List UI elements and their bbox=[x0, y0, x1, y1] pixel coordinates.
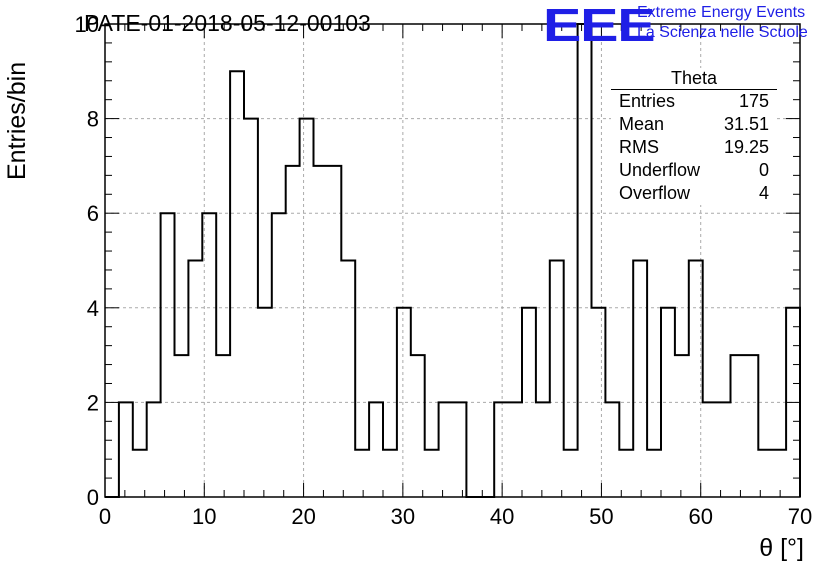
grid-lines bbox=[105, 24, 800, 497]
stats-title: Theta bbox=[611, 68, 777, 90]
histogram-bin bbox=[188, 261, 202, 498]
y-tick-label: 6 bbox=[87, 201, 99, 226]
histogram-bin bbox=[772, 450, 786, 497]
histogram-bin bbox=[647, 450, 661, 497]
histogram-bin bbox=[703, 402, 717, 497]
stats-value: 31.51 bbox=[723, 114, 769, 134]
y-tick-label: 2 bbox=[87, 390, 99, 415]
histogram-bin bbox=[689, 261, 703, 498]
x-tick-label: 30 bbox=[391, 504, 415, 529]
histogram-bin bbox=[314, 166, 328, 497]
histogram-bin bbox=[578, 24, 592, 497]
histogram-bin bbox=[286, 166, 300, 497]
histogram-bin bbox=[383, 450, 397, 497]
histogram-bin bbox=[341, 261, 355, 498]
histogram-bin bbox=[675, 355, 689, 497]
stats-label: Mean bbox=[619, 114, 665, 134]
histogram-series bbox=[105, 23, 801, 498]
histogram-bin bbox=[439, 402, 453, 497]
histogram-bin bbox=[327, 166, 341, 497]
histogram-bin bbox=[411, 355, 425, 497]
x-tick-label: 70 bbox=[788, 504, 812, 529]
stats-row-overflow: Overflow 4 bbox=[611, 182, 777, 205]
histogram-bin bbox=[592, 308, 606, 497]
histogram-bin bbox=[508, 402, 522, 497]
x-tick-label: 0 bbox=[99, 504, 111, 529]
histogram-bin bbox=[119, 402, 133, 497]
histogram-bin bbox=[633, 261, 647, 498]
y-tick-label: 10 bbox=[75, 12, 99, 37]
histogram-bin bbox=[147, 402, 161, 497]
histogram-title: PATE-01-2018-05-12-00103 bbox=[84, 10, 371, 36]
x-tick-label: 20 bbox=[291, 504, 315, 529]
histogram-bin bbox=[272, 213, 286, 497]
histogram-bin bbox=[619, 450, 633, 497]
stats-box: Theta Entries 175 Mean 31.51 RMS 19.25 U… bbox=[611, 68, 777, 205]
eee-logo: EEE bbox=[543, 0, 656, 51]
stats-row-rms: RMS 19.25 bbox=[611, 136, 777, 159]
histogram-bin bbox=[258, 308, 272, 497]
logo-line-2: La Scienza nelle Scuole bbox=[637, 24, 808, 41]
plot-frame bbox=[104, 23, 801, 498]
logo-line-1: Extreme Energy Events bbox=[637, 4, 806, 21]
histogram-bin bbox=[300, 119, 314, 497]
histogram-bin bbox=[550, 261, 564, 498]
histogram-bin bbox=[425, 450, 439, 497]
histogram-bin bbox=[717, 402, 731, 497]
y-axis-label: Entries/bin bbox=[3, 61, 31, 180]
histogram-line bbox=[105, 23, 801, 498]
x-tick-label: 50 bbox=[589, 504, 613, 529]
stats-row-entries: Entries 175 bbox=[611, 90, 777, 113]
stats-value: 4 bbox=[758, 183, 769, 203]
histogram-bin bbox=[397, 308, 411, 497]
x-tick-label: 10 bbox=[192, 504, 216, 529]
y-tick-label: 0 bbox=[87, 485, 99, 510]
histogram-bin bbox=[744, 355, 758, 497]
x-tick-label: 60 bbox=[688, 504, 712, 529]
stats-row-underflow: Underflow 0 bbox=[611, 159, 777, 182]
stats-value: 19.25 bbox=[723, 137, 769, 157]
histogram-bin bbox=[202, 213, 216, 497]
histogram-bin bbox=[661, 308, 675, 497]
stats-label: RMS bbox=[619, 137, 659, 157]
histogram-bin bbox=[369, 402, 383, 497]
x-axis-label: θ [°] bbox=[759, 534, 804, 562]
histogram-bin bbox=[494, 402, 508, 497]
histogram-bin bbox=[355, 450, 369, 497]
stats-value: 175 bbox=[738, 91, 769, 111]
stats-label: Overflow bbox=[619, 183, 691, 203]
histogram-bin bbox=[536, 402, 550, 497]
histogram-bin bbox=[175, 355, 189, 497]
stats-row-mean: Mean 31.51 bbox=[611, 113, 777, 136]
histogram-bin bbox=[758, 450, 772, 497]
histogram-bin bbox=[522, 308, 536, 497]
x-tick-label: 40 bbox=[490, 504, 514, 529]
axis-ticks bbox=[104, 23, 801, 498]
y-tick-label: 4 bbox=[87, 296, 99, 321]
stats-label: Underflow bbox=[619, 160, 701, 180]
histogram-bin bbox=[133, 450, 147, 497]
y-tick-label: 8 bbox=[87, 107, 99, 132]
histogram-bin bbox=[731, 355, 745, 497]
histogram-bin bbox=[605, 402, 619, 497]
histogram-bin bbox=[564, 450, 578, 497]
histogram-bin bbox=[161, 213, 175, 497]
stats-value: 0 bbox=[758, 160, 769, 180]
histogram-bin bbox=[216, 355, 230, 497]
histogram-bin bbox=[230, 71, 244, 497]
stats-label: Entries bbox=[619, 91, 676, 111]
histogram-bin bbox=[244, 119, 258, 497]
histogram-bin bbox=[453, 402, 467, 497]
